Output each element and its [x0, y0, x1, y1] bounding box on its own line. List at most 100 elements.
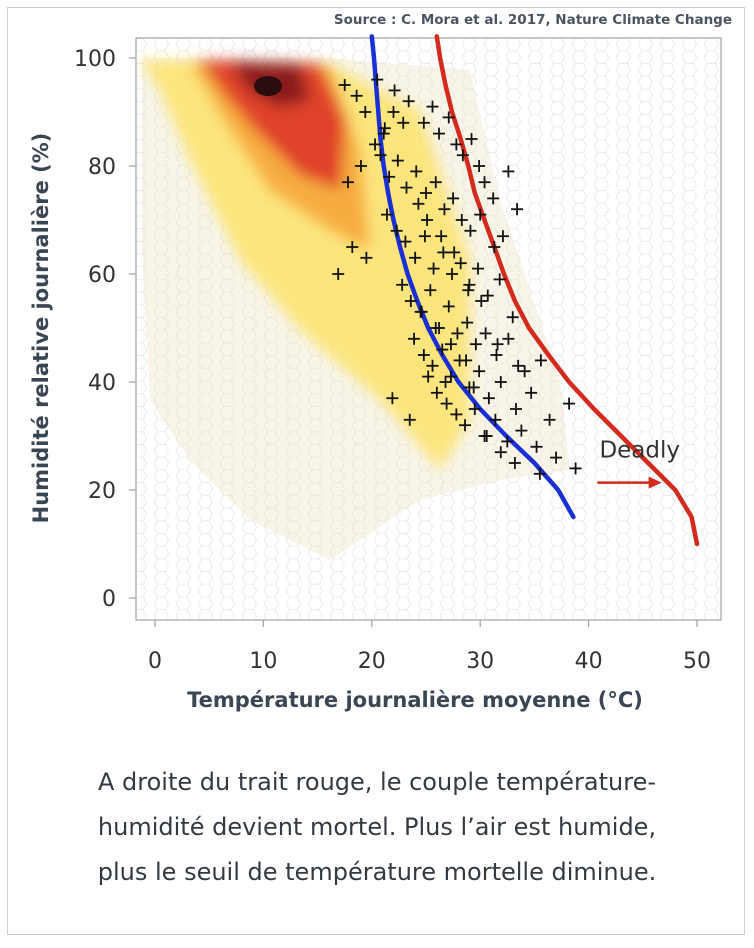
x-tick-label: 50: [683, 649, 711, 674]
event-marker: [424, 284, 437, 297]
event-marker: [426, 100, 439, 113]
event-marker: [464, 224, 477, 237]
x-tick-label: 20: [358, 649, 386, 674]
x-tick-label: 30: [466, 649, 494, 674]
density-peak: [254, 76, 282, 96]
event-marker: [496, 230, 509, 243]
event-marker: [460, 354, 473, 367]
event-marker: [354, 160, 367, 172]
event-marker: [409, 251, 422, 264]
caption-line-1: A droite du trait rouge, le couple tempé…: [98, 768, 656, 796]
event-marker: [442, 300, 455, 313]
event-marker: [447, 192, 460, 205]
event-marker: [502, 332, 515, 345]
event-marker: [475, 295, 488, 307]
deadly-annotation: Deadly: [599, 438, 680, 464]
x-tick-label: 40: [575, 649, 603, 674]
event-marker: [534, 354, 547, 367]
event-marker: [418, 230, 431, 243]
event-marker: [563, 397, 576, 410]
y-tick-label: 80: [88, 155, 116, 180]
scatter-chart: 0 10 20 30 40 50 0 20 40 60 80 100 Deadly Températ…: [29, 34, 722, 712]
event-marker: [481, 289, 494, 302]
event-marker: [490, 349, 503, 361]
event-marker: [468, 403, 481, 415]
event-marker: [417, 349, 430, 361]
x-axis-title: Température journalière moyenne (°C): [187, 688, 643, 712]
density-heatmap: [136, 38, 721, 620]
event-marker: [427, 262, 440, 275]
event-marker: [489, 413, 502, 426]
y-tick-label: 0: [102, 587, 116, 612]
event-marker: [469, 338, 482, 351]
event-marker: [417, 116, 430, 129]
event-marker: [436, 343, 449, 356]
event-marker: [462, 284, 475, 297]
deadly-arrow-head: [648, 476, 662, 489]
figure-caption: A droite du trait rouge, le couple tempé…: [20, 760, 734, 895]
event-marker: [479, 327, 492, 340]
event-marker: [450, 138, 463, 151]
event-marker: [386, 392, 399, 405]
event-marker: [360, 251, 373, 264]
event-marker: [446, 268, 459, 280]
event-marker: [494, 376, 507, 388]
event-marker: [438, 203, 451, 216]
event-marker: [478, 176, 491, 189]
event-marker: [396, 278, 409, 291]
event-marker: [493, 273, 506, 286]
event-marker: [390, 224, 403, 237]
y-tick-label: 20: [88, 479, 116, 504]
event-marker: [371, 73, 384, 86]
event-marker: [444, 338, 457, 351]
event-marker: [512, 359, 525, 372]
event-marker: [412, 197, 425, 210]
event-marker: [341, 176, 354, 189]
event-marker: [491, 338, 504, 351]
event-marker: [530, 440, 543, 453]
event-marker: [422, 370, 435, 383]
source-credit: Source : C. Mora et al. 2017, Nature Cli…: [333, 12, 732, 28]
event-marker: [383, 170, 396, 183]
event-marker: [387, 106, 400, 118]
event-marker: [461, 316, 474, 329]
event-marker: [430, 386, 443, 399]
event-marker: [456, 149, 469, 162]
event-marker: [429, 176, 442, 189]
event-marker: [359, 106, 372, 118]
event-marker: [378, 122, 391, 135]
event-marker: [442, 111, 455, 124]
event-marker: [525, 386, 538, 399]
y-tick-label: 40: [88, 371, 116, 396]
x-tick-label: 10: [249, 649, 277, 674]
event-marker: [450, 408, 463, 421]
event-marker: [463, 278, 476, 291]
caption-line-3: plus le seuil de température mortelle di…: [97, 858, 657, 886]
event-marker: [346, 241, 359, 253]
event-marker: [501, 435, 514, 448]
event-marker: [508, 457, 521, 469]
event-marker: [467, 381, 480, 394]
event-marker: [403, 413, 416, 426]
event-marker: [482, 392, 495, 405]
x-axis: 0 10 20 30 40 50: [148, 620, 711, 674]
event-marker: [332, 268, 345, 280]
event-marker: [473, 365, 486, 378]
event-marker: [473, 160, 486, 172]
event-marker: [435, 230, 448, 243]
event-marker: [369, 138, 382, 151]
event-marker: [377, 127, 390, 140]
event-marker: [429, 322, 442, 334]
event-marker: [511, 203, 524, 216]
event-marker: [454, 257, 467, 270]
x-tick-label: 0: [148, 649, 162, 674]
density-yellow-band: [140, 60, 470, 470]
event-marker: [444, 370, 457, 383]
event-marker: [350, 89, 363, 102]
event-marker: [380, 208, 393, 221]
event-marker: [451, 327, 464, 340]
event-marker: [420, 187, 432, 199]
density-red-zone: [200, 60, 345, 190]
event-marker: [509, 403, 522, 415]
event-marker: [494, 446, 507, 459]
